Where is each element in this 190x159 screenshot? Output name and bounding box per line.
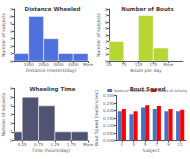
svg-text:175: 175: [149, 62, 157, 67]
svg-text:3: 3: [10, 36, 13, 41]
svg-text:9: 9: [167, 142, 170, 147]
svg-text:Subject: Subject: [143, 148, 160, 153]
svg-text:Bouts per day: Bouts per day: [130, 68, 162, 73]
svg-text:2: 2: [10, 44, 13, 49]
svg-text:2: 2: [105, 46, 108, 51]
svg-text:Number of Bouts: Number of Bouts: [121, 6, 174, 12]
svg-text:0.250: 0.250: [103, 101, 115, 106]
svg-text:More: More: [83, 62, 93, 67]
svg-text:0: 0: [10, 138, 13, 143]
svg-text:4: 4: [10, 29, 13, 34]
svg-text:7: 7: [156, 142, 159, 147]
svg-text:Wheeling Time: Wheeling Time: [29, 86, 75, 93]
svg-text:2000: 2000: [39, 62, 50, 67]
svg-text:5: 5: [105, 26, 108, 31]
svg-text:75: 75: [121, 62, 127, 67]
svg-text:25: 25: [106, 62, 112, 67]
svg-text:Number of subjects: Number of subjects: [1, 12, 6, 57]
svg-text:6: 6: [10, 86, 13, 91]
svg-text:6: 6: [105, 20, 108, 25]
svg-text:Distance Wheeled: Distance Wheeled: [25, 6, 81, 12]
svg-text:5: 5: [144, 142, 147, 147]
svg-text:5: 5: [10, 95, 13, 100]
svg-text:Distance (meters/day): Distance (meters/day): [26, 68, 77, 73]
svg-text:1: 1: [10, 129, 13, 134]
svg-text:0.100: 0.100: [103, 123, 115, 128]
svg-text:7: 7: [105, 13, 108, 18]
svg-text:8: 8: [105, 7, 108, 12]
svg-text:4: 4: [10, 103, 13, 108]
svg-text:1: 1: [10, 51, 13, 56]
svg-text:More: More: [83, 142, 93, 147]
svg-text:5: 5: [10, 21, 13, 26]
svg-text:0: 0: [105, 58, 108, 64]
svg-text:1.75: 1.75: [67, 142, 76, 147]
svg-text:Time (hours/day): Time (hours/day): [31, 148, 71, 153]
svg-text:4: 4: [105, 33, 108, 38]
svg-text:0.300: 0.300: [103, 93, 115, 98]
svg-text:0.200: 0.200: [103, 108, 115, 113]
svg-text:Bouts of Activity: Bouts of Activity: [158, 88, 187, 93]
svg-text:0.150: 0.150: [103, 116, 115, 121]
svg-text:0.25: 0.25: [18, 142, 27, 147]
svg-text:3000: 3000: [53, 62, 64, 67]
svg-text:Bout Speed (meters/sec): Bout Speed (meters/sec): [94, 90, 99, 146]
svg-text:Number of subjects: Number of subjects: [96, 12, 101, 57]
svg-text:1: 1: [105, 52, 108, 57]
svg-text:0.050: 0.050: [103, 131, 115, 136]
svg-text:4000: 4000: [68, 62, 79, 67]
svg-text:2: 2: [10, 121, 13, 126]
svg-text:1: 1: [121, 142, 124, 147]
svg-text:3: 3: [10, 112, 13, 117]
svg-text:1.25: 1.25: [50, 142, 59, 147]
svg-text:0: 0: [10, 59, 13, 64]
svg-text:1000: 1000: [24, 62, 35, 67]
svg-text:Number of subjects: Number of subjects: [1, 92, 6, 137]
svg-text:0.75: 0.75: [34, 142, 43, 147]
svg-text:6: 6: [10, 14, 13, 19]
svg-text:125: 125: [135, 62, 143, 67]
svg-text:Bout Speed: Bout Speed: [130, 86, 166, 93]
svg-text:11: 11: [178, 142, 184, 147]
svg-text:7: 7: [10, 7, 13, 12]
svg-text:3: 3: [105, 39, 108, 44]
svg-text:More: More: [163, 62, 173, 67]
svg-text:3: 3: [132, 142, 135, 147]
svg-text:0.000: 0.000: [103, 138, 115, 143]
